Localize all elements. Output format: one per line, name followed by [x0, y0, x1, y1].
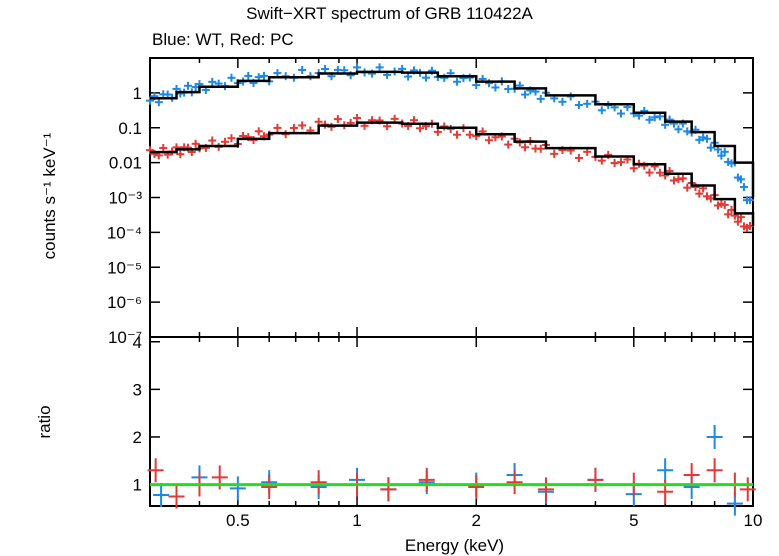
model-curve-pc — [150, 121, 755, 227]
chart-title: Swift−XRT spectrum of GRB 110422A — [246, 4, 533, 23]
y-tick-label: 10⁻³ — [108, 189, 142, 208]
ratio-y-tick-label: 1 — [133, 476, 142, 495]
y-tick-label: 1 — [133, 84, 142, 103]
x-axis-label: Energy (keV) — [404, 536, 505, 555]
ratio-y-tick-label: 4 — [133, 333, 142, 352]
ratio-y-tick-label: 3 — [133, 380, 142, 399]
x-tick-label: 0.5 — [226, 511, 250, 530]
spectrum-panel-frame — [149, 57, 754, 338]
model-curve-wt — [150, 70, 755, 198]
x-tick-label: 10 — [744, 511, 763, 530]
ratio-y-tick-label: 2 — [133, 428, 142, 447]
y-tick-label: 10⁻⁵ — [107, 258, 142, 277]
x-tick-label: 1 — [352, 511, 361, 530]
x-tick-label: 5 — [629, 511, 638, 530]
y-tick-label: 10⁻⁴ — [107, 223, 142, 242]
chart-subtitle: Blue: WT, Red: PC — [152, 30, 294, 49]
y-tick-label: 10⁻⁷ — [108, 328, 142, 347]
y-tick-label: 10⁻⁶ — [107, 293, 142, 312]
ratio-panel-frame — [149, 336, 754, 507]
y-tick-label: 0.1 — [118, 119, 142, 138]
x-tick-label: 2 — [472, 511, 481, 530]
y-tick-label: 0.01 — [109, 154, 142, 173]
